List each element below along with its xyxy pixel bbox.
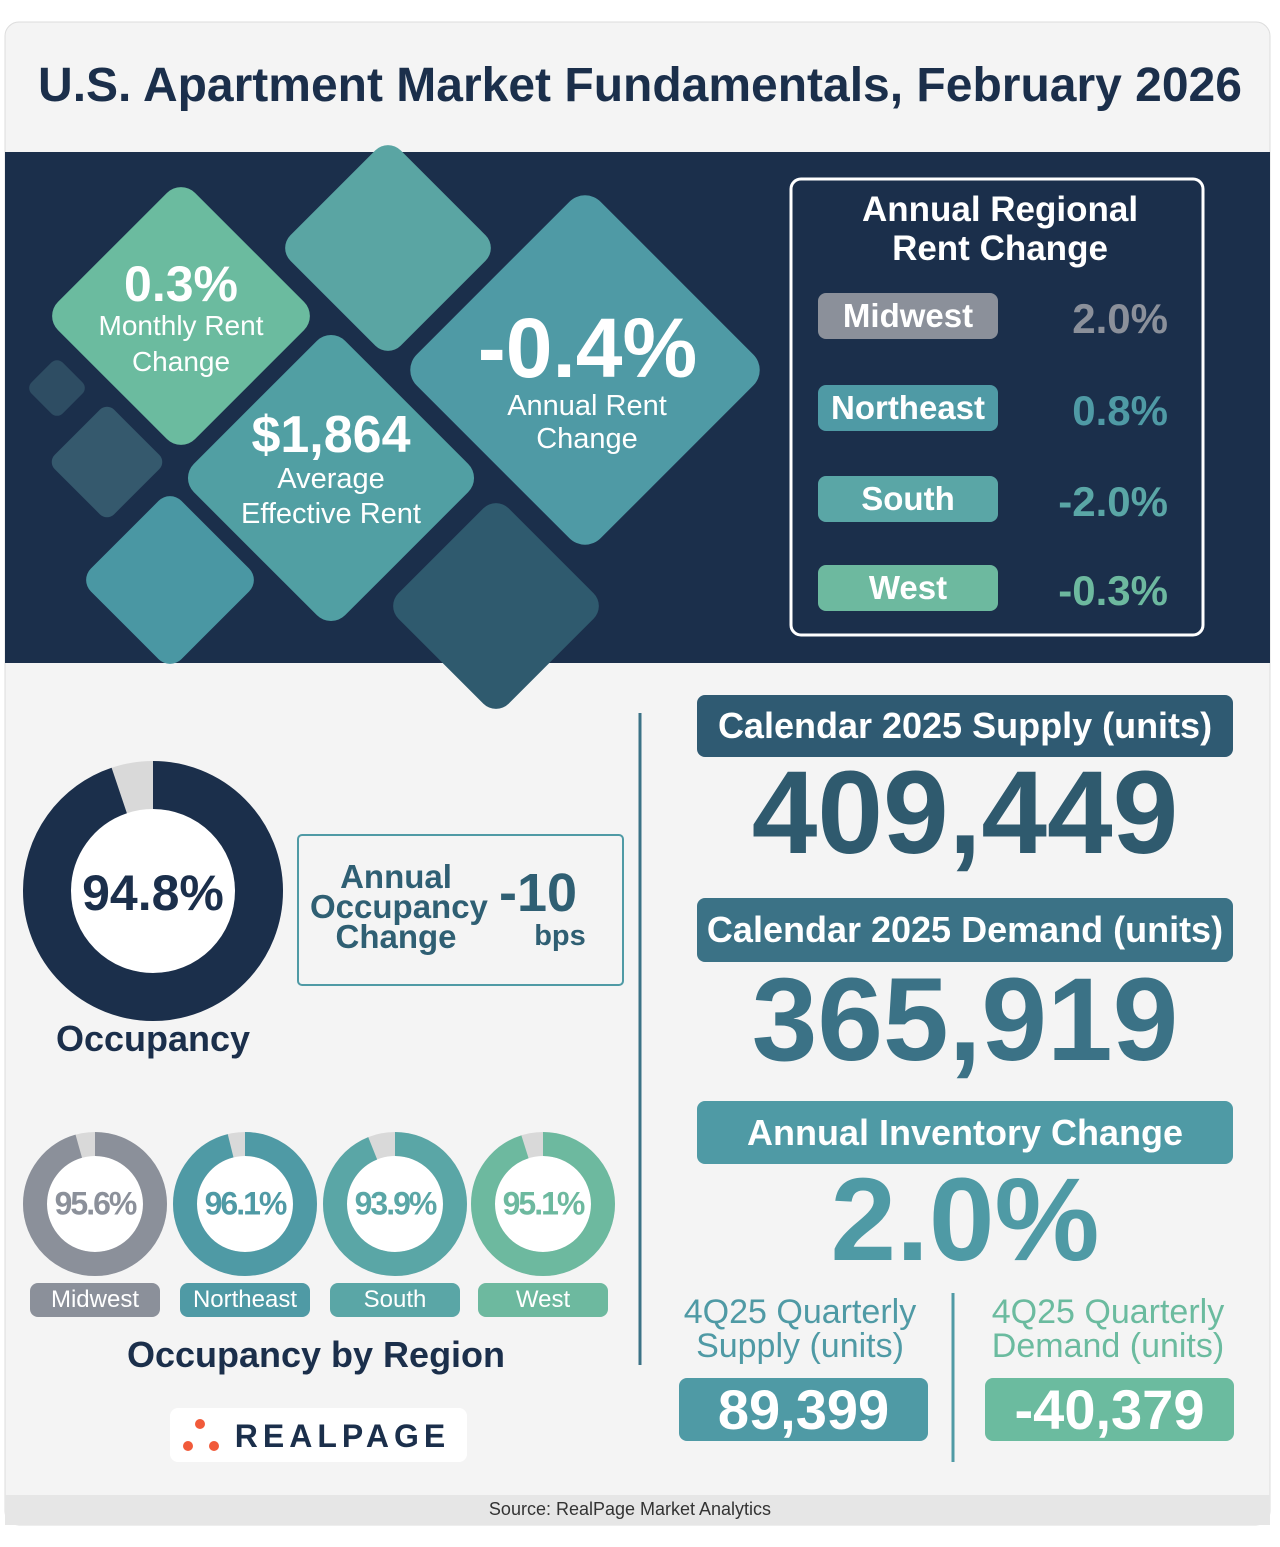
occupancy-change-box <box>297 834 624 986</box>
diamond <box>29 360 85 416</box>
donut-label: 95.6% <box>55 1185 137 1221</box>
donut-label: 94.8% <box>82 865 224 921</box>
stat-value: 365,919 <box>751 954 1179 1086</box>
region-pill: Midwest <box>30 1283 160 1317</box>
region-pill: Northeast <box>180 1283 310 1317</box>
occupancy-change-unit: bps <box>534 920 586 952</box>
diamond <box>285 145 491 351</box>
region-value: -2.0% <box>1058 478 1168 525</box>
occupancy-change-label: Annual Occupancy Change <box>310 858 488 955</box>
donut-arc <box>23 761 283 1021</box>
stat-label: Calendar 2025 Demand (units) <box>697 898 1233 962</box>
kpi-value: -0.4% <box>477 301 698 395</box>
diamond <box>393 503 599 709</box>
donut-arc <box>23 1132 167 1276</box>
stat-label: 4Q25 Quarterly Demand (units) <box>991 1293 1225 1365</box>
kpi-label: Annual Rent Change <box>507 390 667 455</box>
source: Source: RealPage Market Analytics <box>488 1499 772 1519</box>
section-title: Occupancy by Region <box>126 1334 506 1375</box>
region-value: 2.0% <box>1072 295 1168 342</box>
diamonds <box>29 145 760 709</box>
footer-band <box>5 1495 1270 1525</box>
page-title: U.S. Apartment Market Fundamentals, Febr… <box>38 59 1242 112</box>
region-pill: Midwest <box>818 293 998 339</box>
logo-dot <box>209 1441 219 1451</box>
region-pill: South <box>330 1283 460 1317</box>
stat-value: 2.0% <box>830 1154 1100 1286</box>
kpi-label: Monthly Rent Change <box>98 310 264 377</box>
occupancy-donut: 94.8% <box>23 761 283 1021</box>
logo-box <box>170 1408 467 1462</box>
diamond <box>51 406 163 518</box>
kpi-value: 0.3% <box>124 256 238 312</box>
stat-value: 89,399 <box>679 1378 928 1441</box>
occupancy-change-value: -10 <box>498 863 578 923</box>
diamond <box>410 195 760 545</box>
diamond <box>187 334 475 622</box>
stat-label: Annual Inventory Change <box>697 1101 1233 1164</box>
region-pill: Northeast <box>818 385 998 431</box>
donut-label: 95.1% <box>503 1185 585 1221</box>
kpi-value: $1,864 <box>251 406 411 464</box>
logo-dot <box>195 1419 205 1429</box>
region-value: -0.3% <box>1058 567 1168 614</box>
kpi-label: Average Effective Rent <box>240 463 421 530</box>
regional-box <box>789 177 1205 637</box>
regional-donuts: 95.6% 96.1% 93.9% 95.1% <box>23 1132 615 1276</box>
stat-label: 4Q25 Quarterly Supply (units) <box>683 1293 917 1365</box>
diamond <box>86 496 254 664</box>
donut-arc <box>471 1132 615 1276</box>
region-pill: West <box>478 1283 608 1317</box>
logo-dot <box>183 1441 193 1451</box>
donut-label: 96.1% <box>205 1185 287 1221</box>
logo-text: REALPAGE <box>234 1418 451 1454</box>
donut-caption: Occupancy <box>55 1018 251 1059</box>
donut-arc <box>173 1132 317 1276</box>
region-value: 0.8% <box>1072 387 1168 434</box>
region-pill: West <box>818 565 998 611</box>
regional-title: Annual Regional Rent Change <box>861 190 1139 268</box>
donut-arc <box>323 1132 467 1276</box>
stat-value: 409,449 <box>751 747 1179 879</box>
donut-label: 93.9% <box>355 1185 437 1221</box>
diamond <box>52 187 310 445</box>
stat-value: -40,379 <box>985 1378 1234 1441</box>
stat-label: Calendar 2025 Supply (units) <box>697 695 1233 757</box>
region-pill: South <box>818 476 998 522</box>
